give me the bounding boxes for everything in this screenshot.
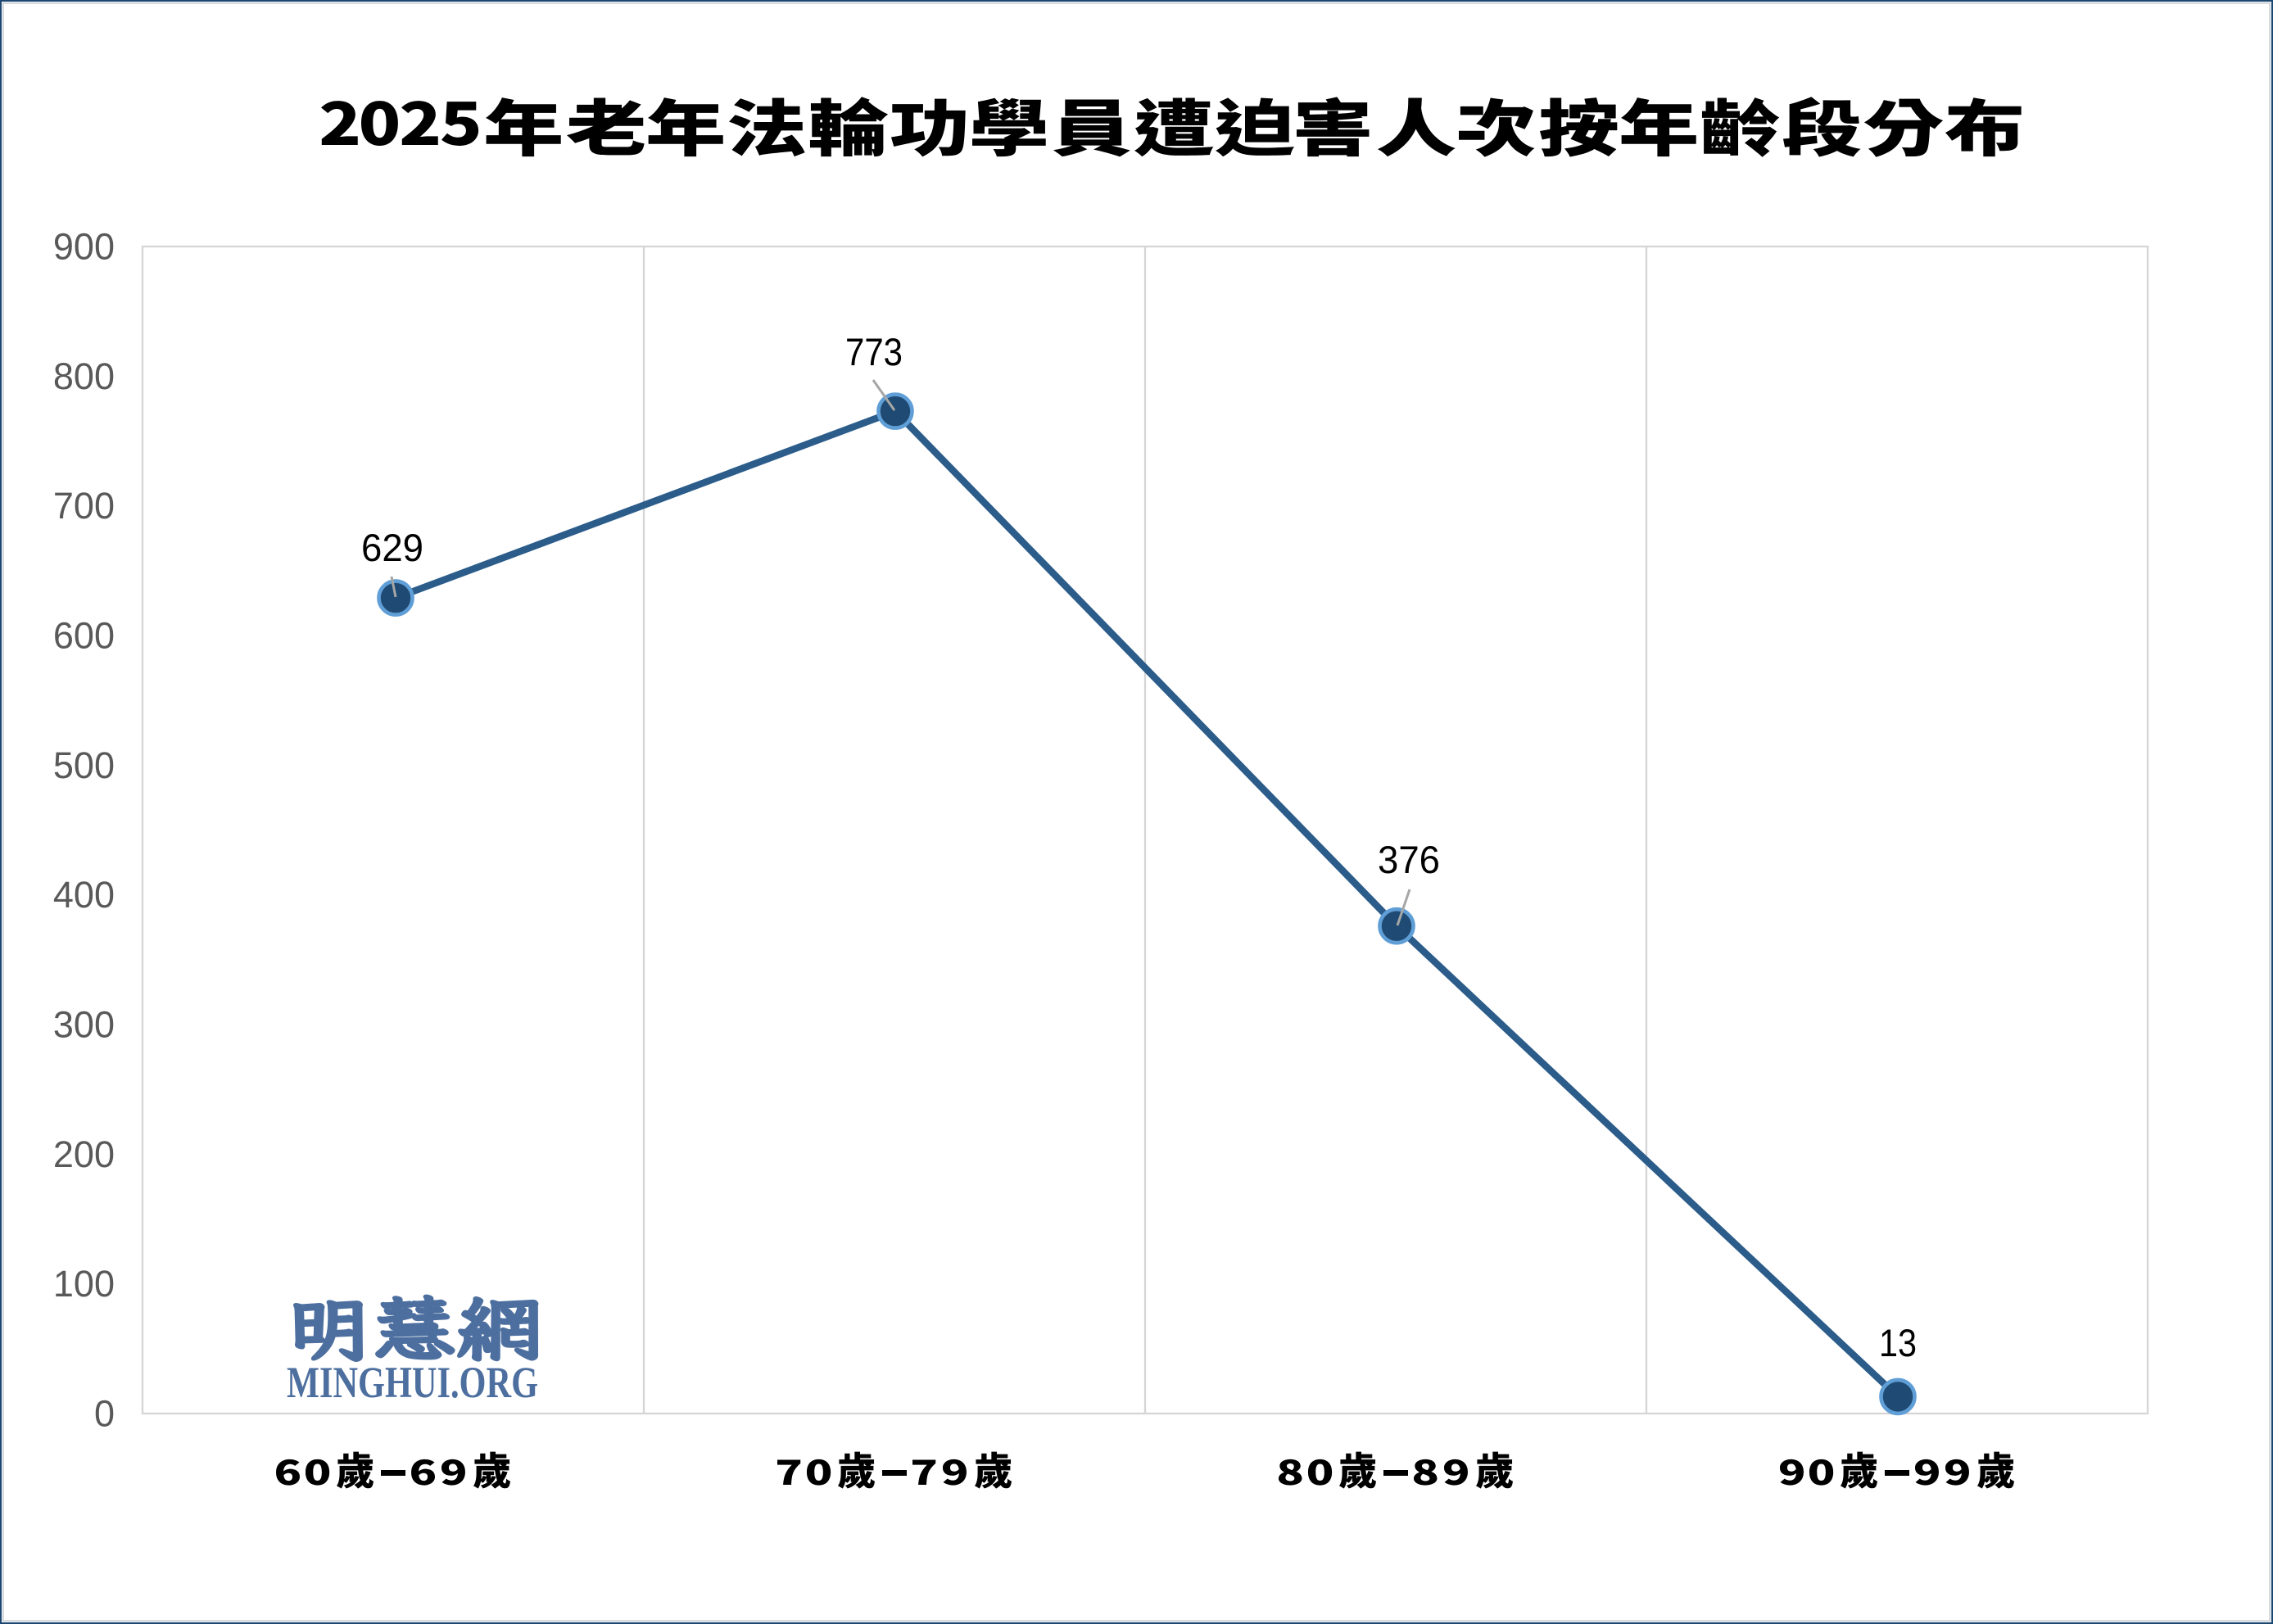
svg-text:800: 800 <box>53 355 115 397</box>
svg-text:376: 376 <box>1378 838 1440 881</box>
svg-text:300: 300 <box>53 1004 115 1046</box>
svg-text:700: 700 <box>53 485 115 527</box>
svg-text:600: 600 <box>53 615 115 657</box>
svg-text:500: 500 <box>53 744 115 786</box>
svg-text:400: 400 <box>53 874 115 916</box>
svg-text:900: 900 <box>53 226 115 268</box>
svg-text:0: 0 <box>94 1393 115 1435</box>
svg-text:773: 773 <box>845 330 903 373</box>
svg-text:13: 13 <box>1879 1321 1917 1364</box>
svg-text:100: 100 <box>53 1263 115 1305</box>
svg-text:629: 629 <box>361 526 423 569</box>
svg-text:MINGHUI.ORG: MINGHUI.ORG <box>287 1358 538 1407</box>
svg-text:200: 200 <box>53 1133 115 1175</box>
